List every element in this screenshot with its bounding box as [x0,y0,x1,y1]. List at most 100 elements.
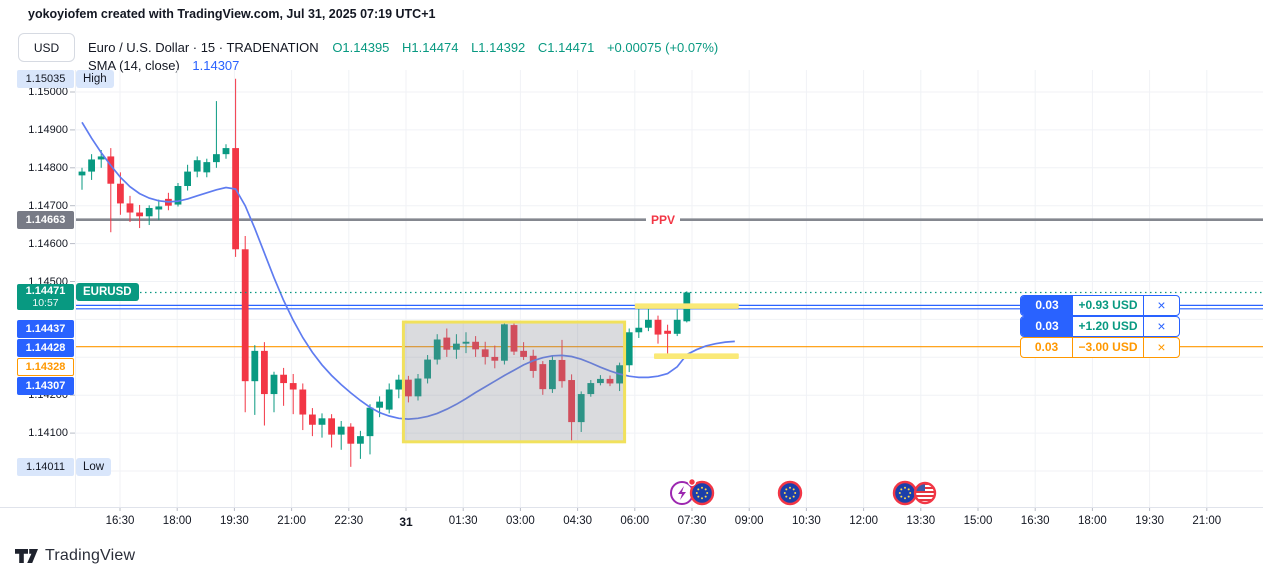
position-qty: 0.03 [1021,337,1073,357]
candle[interactable] [597,375,604,386]
price-badge-1.14437: 1.14437 [17,320,74,338]
candle[interactable] [491,345,499,369]
candle[interactable] [395,374,403,399]
candle[interactable] [328,414,335,448]
price-tick-label: 1.14800 [28,161,68,174]
candle[interactable] [443,328,451,357]
candle[interactable] [251,345,259,415]
close-position-button[interactable]: × [1157,339,1166,355]
candle[interactable] [309,408,316,437]
economic-event-eu-flag-us-flag[interactable] [883,477,947,511]
candle[interactable] [213,101,220,168]
candle[interactable] [193,156,201,178]
candle[interactable] [347,423,355,467]
candle[interactable] [155,199,163,221]
currency-selector-button[interactable]: USD [18,33,75,62]
candle[interactable] [462,332,470,354]
attribution-watermark: yokoyiofem created with TradingView.com,… [28,7,436,21]
rectangle-drawing[interactable] [401,320,627,444]
candle[interactable] [529,349,537,378]
candle[interactable] [481,341,489,365]
time-axis-label: 09:00 [734,515,764,527]
time-axis-label: 16:30 [1020,515,1050,527]
candle[interactable] [280,367,287,406]
candle[interactable] [232,78,239,257]
tradingview-logo[interactable]: TradingView [15,547,135,565]
candle[interactable] [433,334,441,365]
plot-area [75,70,1263,507]
time-axis-label: 31 [399,515,413,529]
close-position-button[interactable]: × [1157,318,1166,334]
candle[interactable] [577,391,585,432]
candle[interactable] [337,420,345,450]
time-axis-label: 12:00 [849,515,878,527]
candle[interactable] [654,315,662,344]
candle[interactable] [549,355,556,393]
candle[interactable] [261,342,268,426]
candle[interactable] [664,324,671,359]
candle[interactable] [145,205,153,226]
ohlc-open: O1.14395 [332,40,390,55]
candle[interactable] [222,144,230,159]
candle[interactable] [558,339,566,388]
candle[interactable] [539,361,547,395]
candle[interactable] [385,383,393,414]
candle[interactable] [136,204,143,229]
candle[interactable] [299,383,307,431]
candle[interactable] [88,154,95,180]
economic-event-flash-eu-flag[interactable] [660,477,724,511]
candle[interactable] [289,373,297,415]
candle[interactable] [174,182,182,207]
candle[interactable] [645,307,652,332]
price-change: +0.00075 (+0.07%) [606,40,719,55]
candle[interactable] [625,328,633,373]
candle[interactable] [501,320,508,365]
candle[interactable] [472,336,479,357]
legend-symbol-row: Euro / U.S. Dollar · 15 · TRADENATION O1… [88,39,727,57]
candle[interactable] [366,404,374,455]
time-axis-label: 15:00 [963,515,993,527]
candle[interactable] [78,167,86,190]
candle[interactable] [414,373,422,401]
low-marker-label: Low [76,457,112,476]
highlight-segment-0[interactable] [634,303,739,309]
ohlc-high: H1.14474 [402,40,459,55]
candle[interactable] [635,308,643,338]
candle[interactable] [673,309,681,337]
candle[interactable] [184,164,191,191]
position-row-1[interactable]: 0.03 +1.20 USD × [1020,315,1180,337]
candle[interactable] [357,430,364,459]
ppv-line-label: PPV [645,212,681,227]
price-tick-label: 1.14700 [28,199,68,212]
highlight-segment-1[interactable] [654,353,739,359]
candle[interactable] [203,158,211,178]
candle[interactable] [606,375,614,387]
candle[interactable] [126,195,134,222]
current-price-badge: 1.14471 10:57 [17,284,74,311]
candle[interactable] [453,334,460,359]
candle[interactable] [510,321,518,356]
candle[interactable] [318,413,326,438]
candle[interactable] [424,355,431,384]
time-axis[interactable]: 16:30 18:00 19:30 21:00 22:30 31 01:30 03:00 04:… [0,507,1263,540]
candle[interactable] [107,148,115,233]
position-row-2[interactable]: 0.03 −3.00 USD × [1020,336,1180,358]
candle[interactable] [241,236,249,413]
position-qty: 0.03 [1021,316,1073,336]
economic-event-eu-flag[interactable] [758,477,822,511]
position-row-0[interactable]: 0.03 +0.93 USD × [1020,294,1180,316]
candle[interactable] [587,380,595,397]
candle[interactable] [376,396,383,418]
candle[interactable] [270,371,278,413]
candle[interactable] [405,375,412,403]
candle[interactable] [568,374,575,442]
close-position-button[interactable]: × [1157,297,1166,313]
time-axis-label: 03:00 [506,515,535,527]
candle[interactable] [117,172,124,215]
time-axis-label: 13:30 [906,515,936,527]
candle[interactable] [520,342,527,360]
tradingview-logo-icon [15,548,38,563]
gridlines [75,70,1263,507]
time-axis-label: 06:00 [620,515,650,527]
